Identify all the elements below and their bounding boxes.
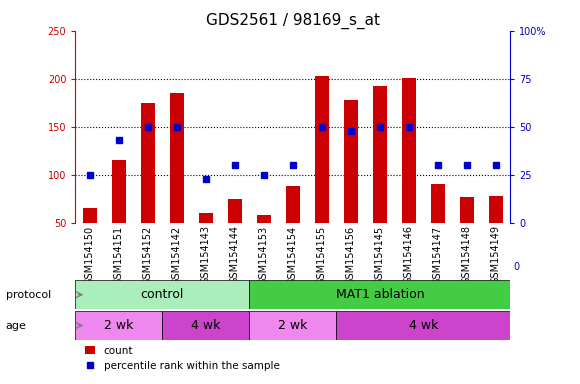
Text: age: age — [6, 321, 27, 331]
Text: GSM154153: GSM154153 — [259, 225, 269, 285]
Bar — [372, 86, 387, 223]
Bar — [227, 199, 242, 223]
Title: GDS2561 / 98169_s_at: GDS2561 / 98169_s_at — [206, 13, 380, 29]
Text: GSM154155: GSM154155 — [317, 225, 327, 285]
Bar — [75, 280, 249, 309]
Text: 4 wk: 4 wk — [191, 319, 220, 332]
Text: GSM154146: GSM154146 — [404, 225, 414, 285]
Bar — [140, 103, 155, 223]
Text: GSM154149: GSM154149 — [491, 225, 501, 285]
Text: GSM154143: GSM154143 — [201, 225, 211, 285]
Bar — [111, 161, 126, 223]
Bar — [256, 215, 271, 223]
Bar — [430, 184, 445, 223]
Text: GSM154156: GSM154156 — [346, 225, 356, 285]
Text: control: control — [141, 288, 184, 301]
Text: GSM154145: GSM154145 — [375, 225, 385, 285]
Bar — [162, 311, 249, 340]
Bar — [169, 93, 184, 223]
Text: GSM154144: GSM154144 — [230, 225, 240, 285]
Text: 2 wk: 2 wk — [278, 319, 307, 332]
Text: GSM154152: GSM154152 — [143, 225, 153, 285]
Bar — [488, 196, 503, 223]
Text: GSM154154: GSM154154 — [288, 225, 298, 285]
Text: GSM154151: GSM154151 — [114, 225, 124, 285]
Bar — [249, 311, 336, 340]
Bar — [343, 100, 358, 223]
Text: MAT1 ablation: MAT1 ablation — [336, 288, 424, 301]
Text: GSM154147: GSM154147 — [433, 225, 443, 285]
Bar — [83, 208, 97, 223]
Bar — [459, 197, 474, 223]
Bar — [75, 311, 162, 340]
Bar — [249, 280, 510, 309]
Text: GSM154150: GSM154150 — [85, 225, 95, 285]
Bar — [198, 213, 213, 223]
Text: GSM154142: GSM154142 — [172, 225, 182, 285]
Bar — [285, 186, 300, 223]
Bar — [401, 78, 416, 223]
Text: 2 wk: 2 wk — [104, 319, 133, 332]
Text: protocol: protocol — [6, 290, 51, 300]
Bar — [314, 76, 329, 223]
Text: GSM154148: GSM154148 — [462, 225, 472, 285]
Legend: count, percentile rank within the sample: count, percentile rank within the sample — [81, 341, 284, 375]
Text: 4 wk: 4 wk — [409, 319, 438, 332]
Bar — [336, 311, 510, 340]
Text: 0: 0 — [513, 262, 520, 272]
